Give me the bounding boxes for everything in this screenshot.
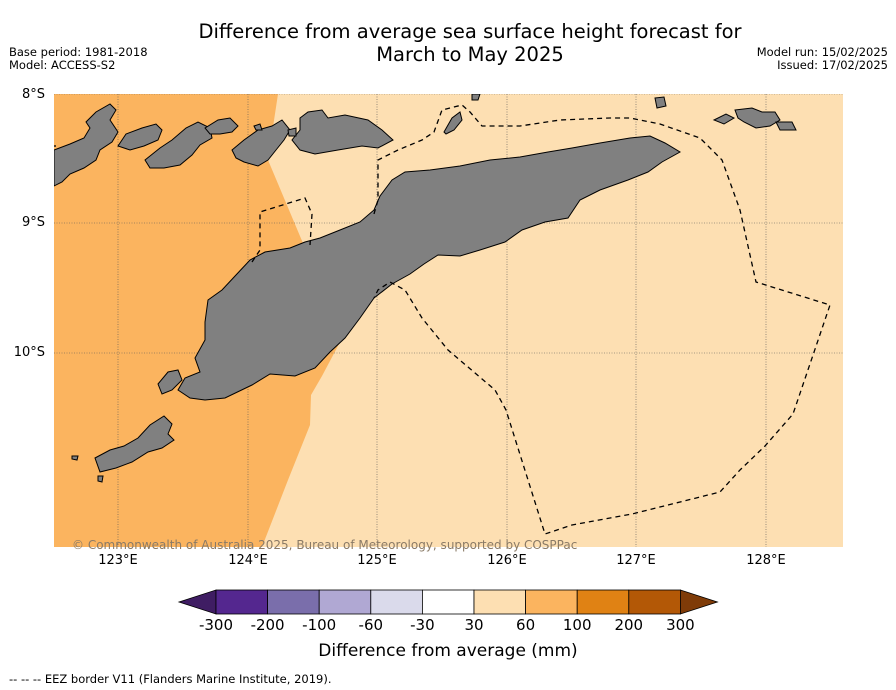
lon-label: 128°E xyxy=(746,553,786,568)
lon-label: 124°E xyxy=(228,553,268,568)
lembata-island xyxy=(144,121,213,169)
copyright-notice: © Commonwealth of Australia 2025, Bureau… xyxy=(72,538,578,552)
colorbar-tick-label: -30 xyxy=(410,616,435,634)
atauro-island xyxy=(291,109,394,155)
colorbar-segment xyxy=(370,589,423,615)
colorbar-tick-label: 100 xyxy=(562,616,592,634)
colorbar-tick-label: -100 xyxy=(302,616,337,634)
colorbar-segment xyxy=(421,589,475,615)
issued-date: Issued: 17/02/2025 xyxy=(777,58,888,72)
savu-island xyxy=(157,369,183,395)
islet-4 xyxy=(97,475,104,483)
colorbar-tick-label: 30 xyxy=(464,616,484,634)
colorbar-segment xyxy=(628,589,681,615)
colorbar-tick-label: -200 xyxy=(250,616,285,634)
islet-6 xyxy=(287,127,297,137)
model-run: Model run: 15/02/2025 xyxy=(756,45,888,59)
footnote: -- -- -- EEZ border V11 (Flanders Marine… xyxy=(9,672,332,686)
colorbar-label: Difference from average (mm) xyxy=(318,641,578,661)
flores-east xyxy=(54,103,119,187)
land-group xyxy=(54,94,797,483)
moa-island xyxy=(734,107,781,129)
islet-2 xyxy=(471,94,481,101)
leti-island xyxy=(712,113,736,125)
chart-title: Difference from average sea surface heig… xyxy=(130,20,810,66)
meta-left: Base period: 1981-2018 Model: ACCESS-S2 xyxy=(9,46,148,72)
eez-border-timor xyxy=(373,104,831,535)
colorbar-segment xyxy=(473,589,526,615)
islet-3 xyxy=(71,455,79,461)
map-area xyxy=(54,94,843,547)
colorbar xyxy=(177,589,719,615)
colorbar-segment xyxy=(318,589,372,615)
islet-5 xyxy=(253,123,263,131)
colorbar-segment xyxy=(267,589,320,615)
islet-1 xyxy=(654,96,667,109)
lon-label: 127°E xyxy=(616,553,656,568)
model-name: Model: ACCESS-S2 xyxy=(9,58,116,72)
base-period: Base period: 1981-2018 xyxy=(9,45,148,59)
eez-border-main xyxy=(251,197,313,263)
colorbar-segment xyxy=(576,589,630,615)
title-line-1: Difference from average sea surface heig… xyxy=(198,20,742,43)
lon-label: 125°E xyxy=(357,553,397,568)
lat-label: 9°S xyxy=(21,215,45,230)
lon-label: 126°E xyxy=(487,553,527,568)
colorbar-segment xyxy=(215,589,268,615)
title-line-2: March to May 2025 xyxy=(376,43,564,66)
timor-island xyxy=(177,135,681,401)
wetar-west xyxy=(443,111,463,135)
lat-label: 8°S xyxy=(21,87,45,102)
meta-right: Model run: 15/02/2025 Issued: 17/02/2025 xyxy=(757,46,888,72)
colorbar-tick-label: 300 xyxy=(666,616,695,634)
colorbar-extend-low xyxy=(177,589,217,615)
lat-label: 10°S xyxy=(13,345,45,360)
lon-label: 123°E xyxy=(98,553,138,568)
colorbar-tick-label: -60 xyxy=(358,616,384,634)
colorbar-tick-label: 200 xyxy=(614,616,644,634)
solor-island xyxy=(117,123,163,151)
lakor-island xyxy=(775,121,797,131)
colorbar-tick-label: 60 xyxy=(516,616,536,634)
colorbar-tick-label: -300 xyxy=(198,616,234,634)
pantar-island xyxy=(204,117,239,135)
colorbar-segment xyxy=(525,589,578,615)
colorbar-extend-high xyxy=(680,589,719,615)
rote-island xyxy=(94,415,175,473)
